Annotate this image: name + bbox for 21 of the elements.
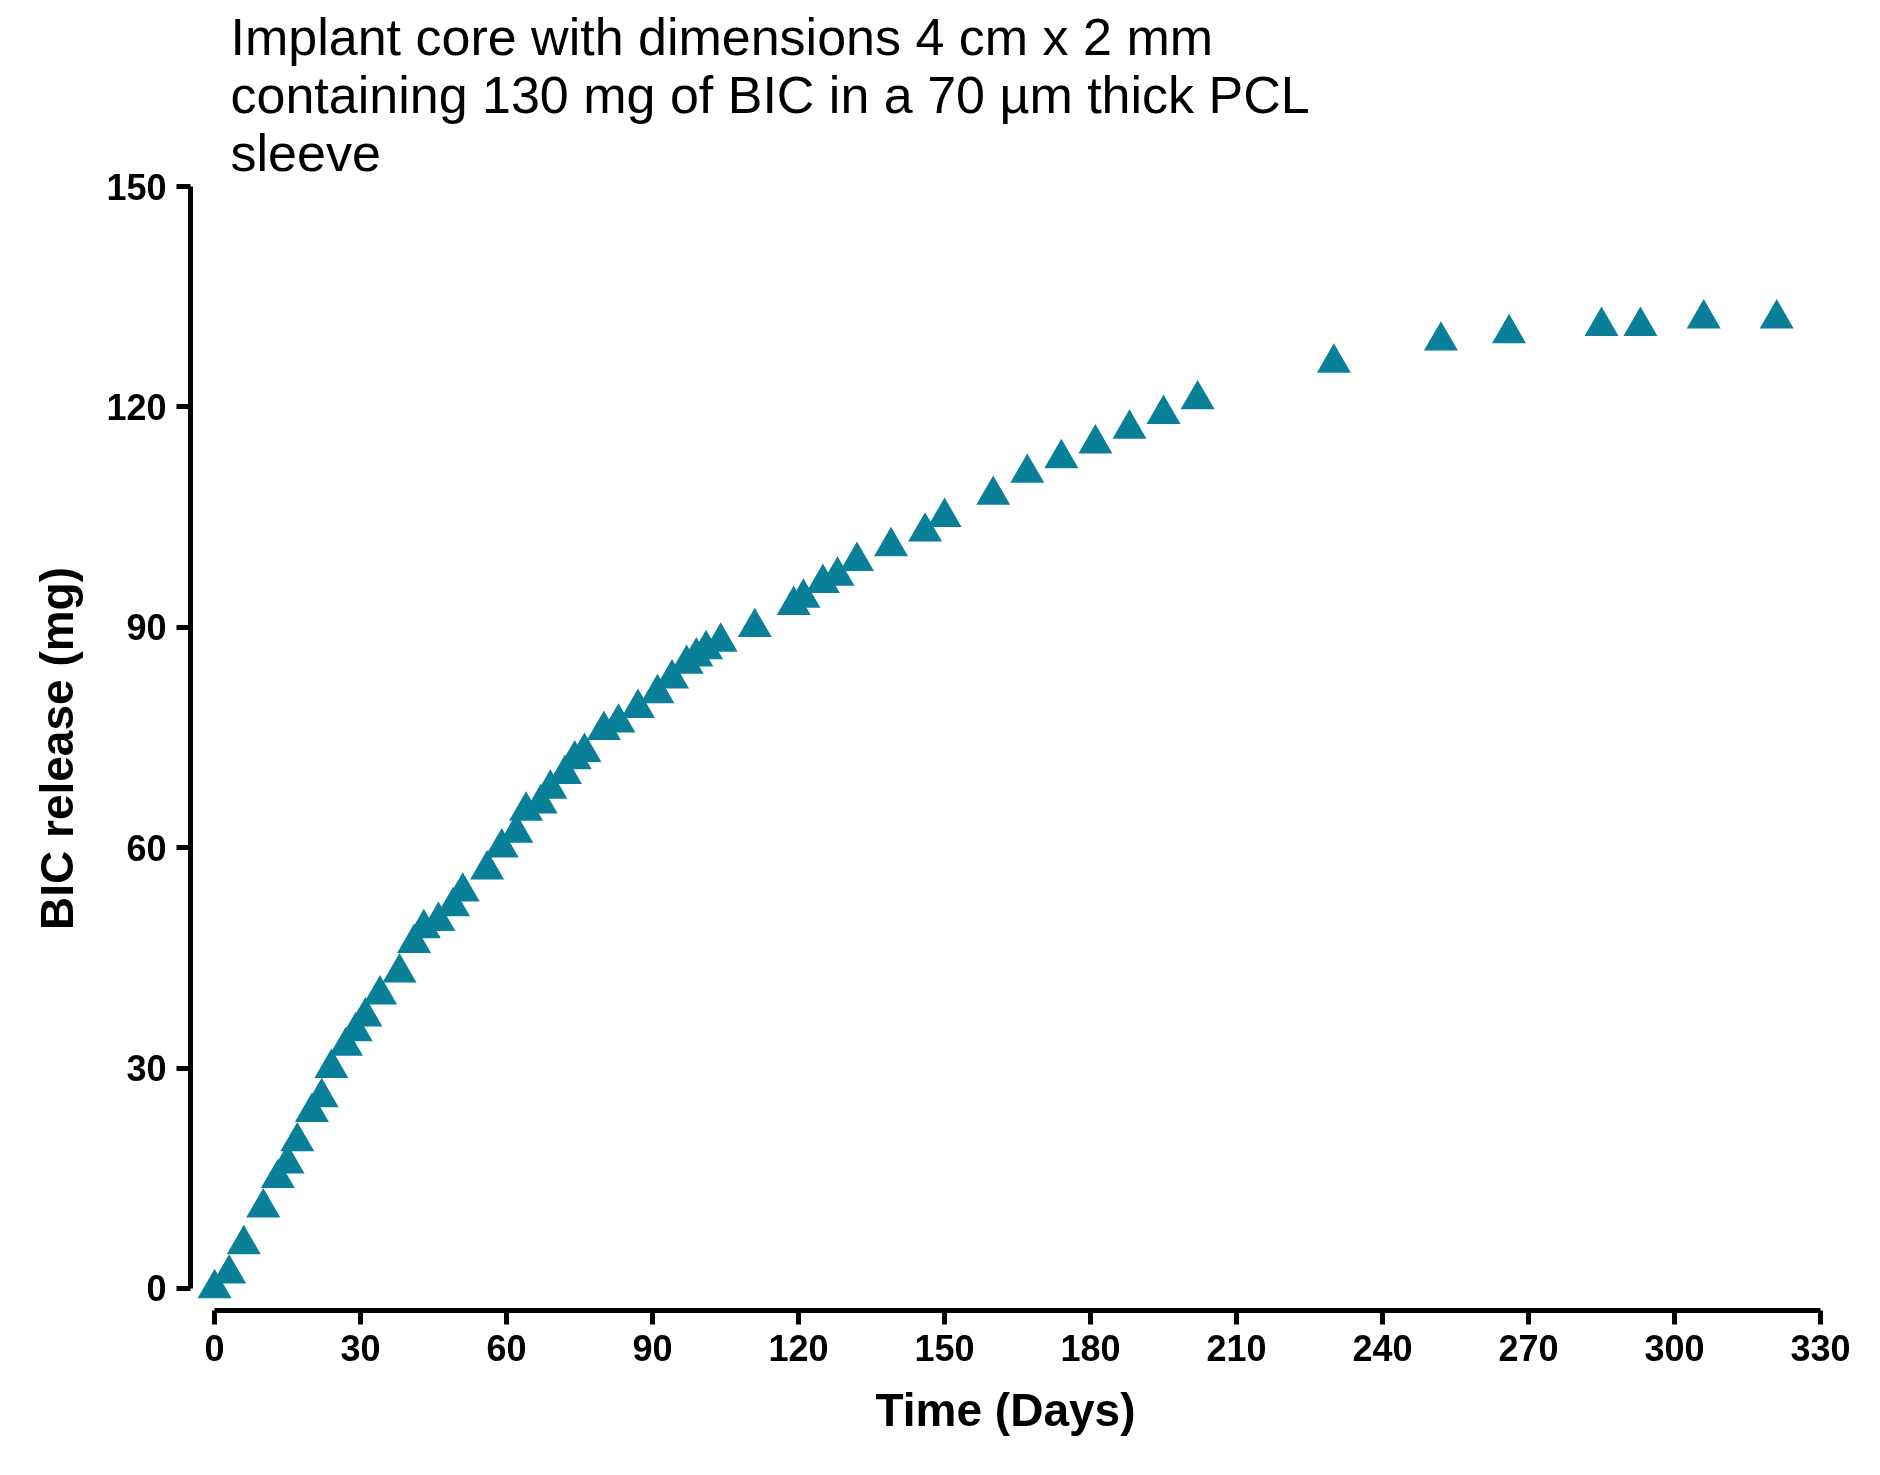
x-tick-label: 180: [1060, 1327, 1121, 1369]
x-tick-label: 270: [1498, 1327, 1559, 1369]
chart-title: Implant core with dimensions 4 cm x 2 mm containing 130 mg of BIC in a 70 µm thick PCL sleeve: [230, 7, 1310, 182]
y-tick-label: 60: [126, 827, 167, 869]
x-tick-label: 240: [1352, 1327, 1413, 1369]
x-tick-label: 150: [914, 1327, 975, 1369]
x-tick-label: 90: [632, 1327, 673, 1369]
y-tick-label: 30: [126, 1048, 167, 1090]
y-tick-label: 90: [126, 607, 167, 649]
y-tick-label: 0: [146, 1268, 167, 1310]
x-tick-label: 120: [768, 1327, 829, 1369]
y-tick-label: 150: [106, 166, 167, 208]
x-axis-title: Time (Days): [875, 1383, 1136, 1436]
x-tick-label: 30: [340, 1327, 381, 1369]
x-tick-label: 210: [1206, 1327, 1267, 1369]
x-tick-label: 300: [1644, 1327, 1705, 1369]
x-tick-label: 330: [1790, 1327, 1851, 1369]
x-tick-label: 0: [204, 1327, 225, 1369]
x-tick-label: 60: [486, 1327, 527, 1369]
y-axis-title: BIC release (mg): [31, 566, 84, 931]
y-tick-label: 120: [106, 386, 167, 428]
